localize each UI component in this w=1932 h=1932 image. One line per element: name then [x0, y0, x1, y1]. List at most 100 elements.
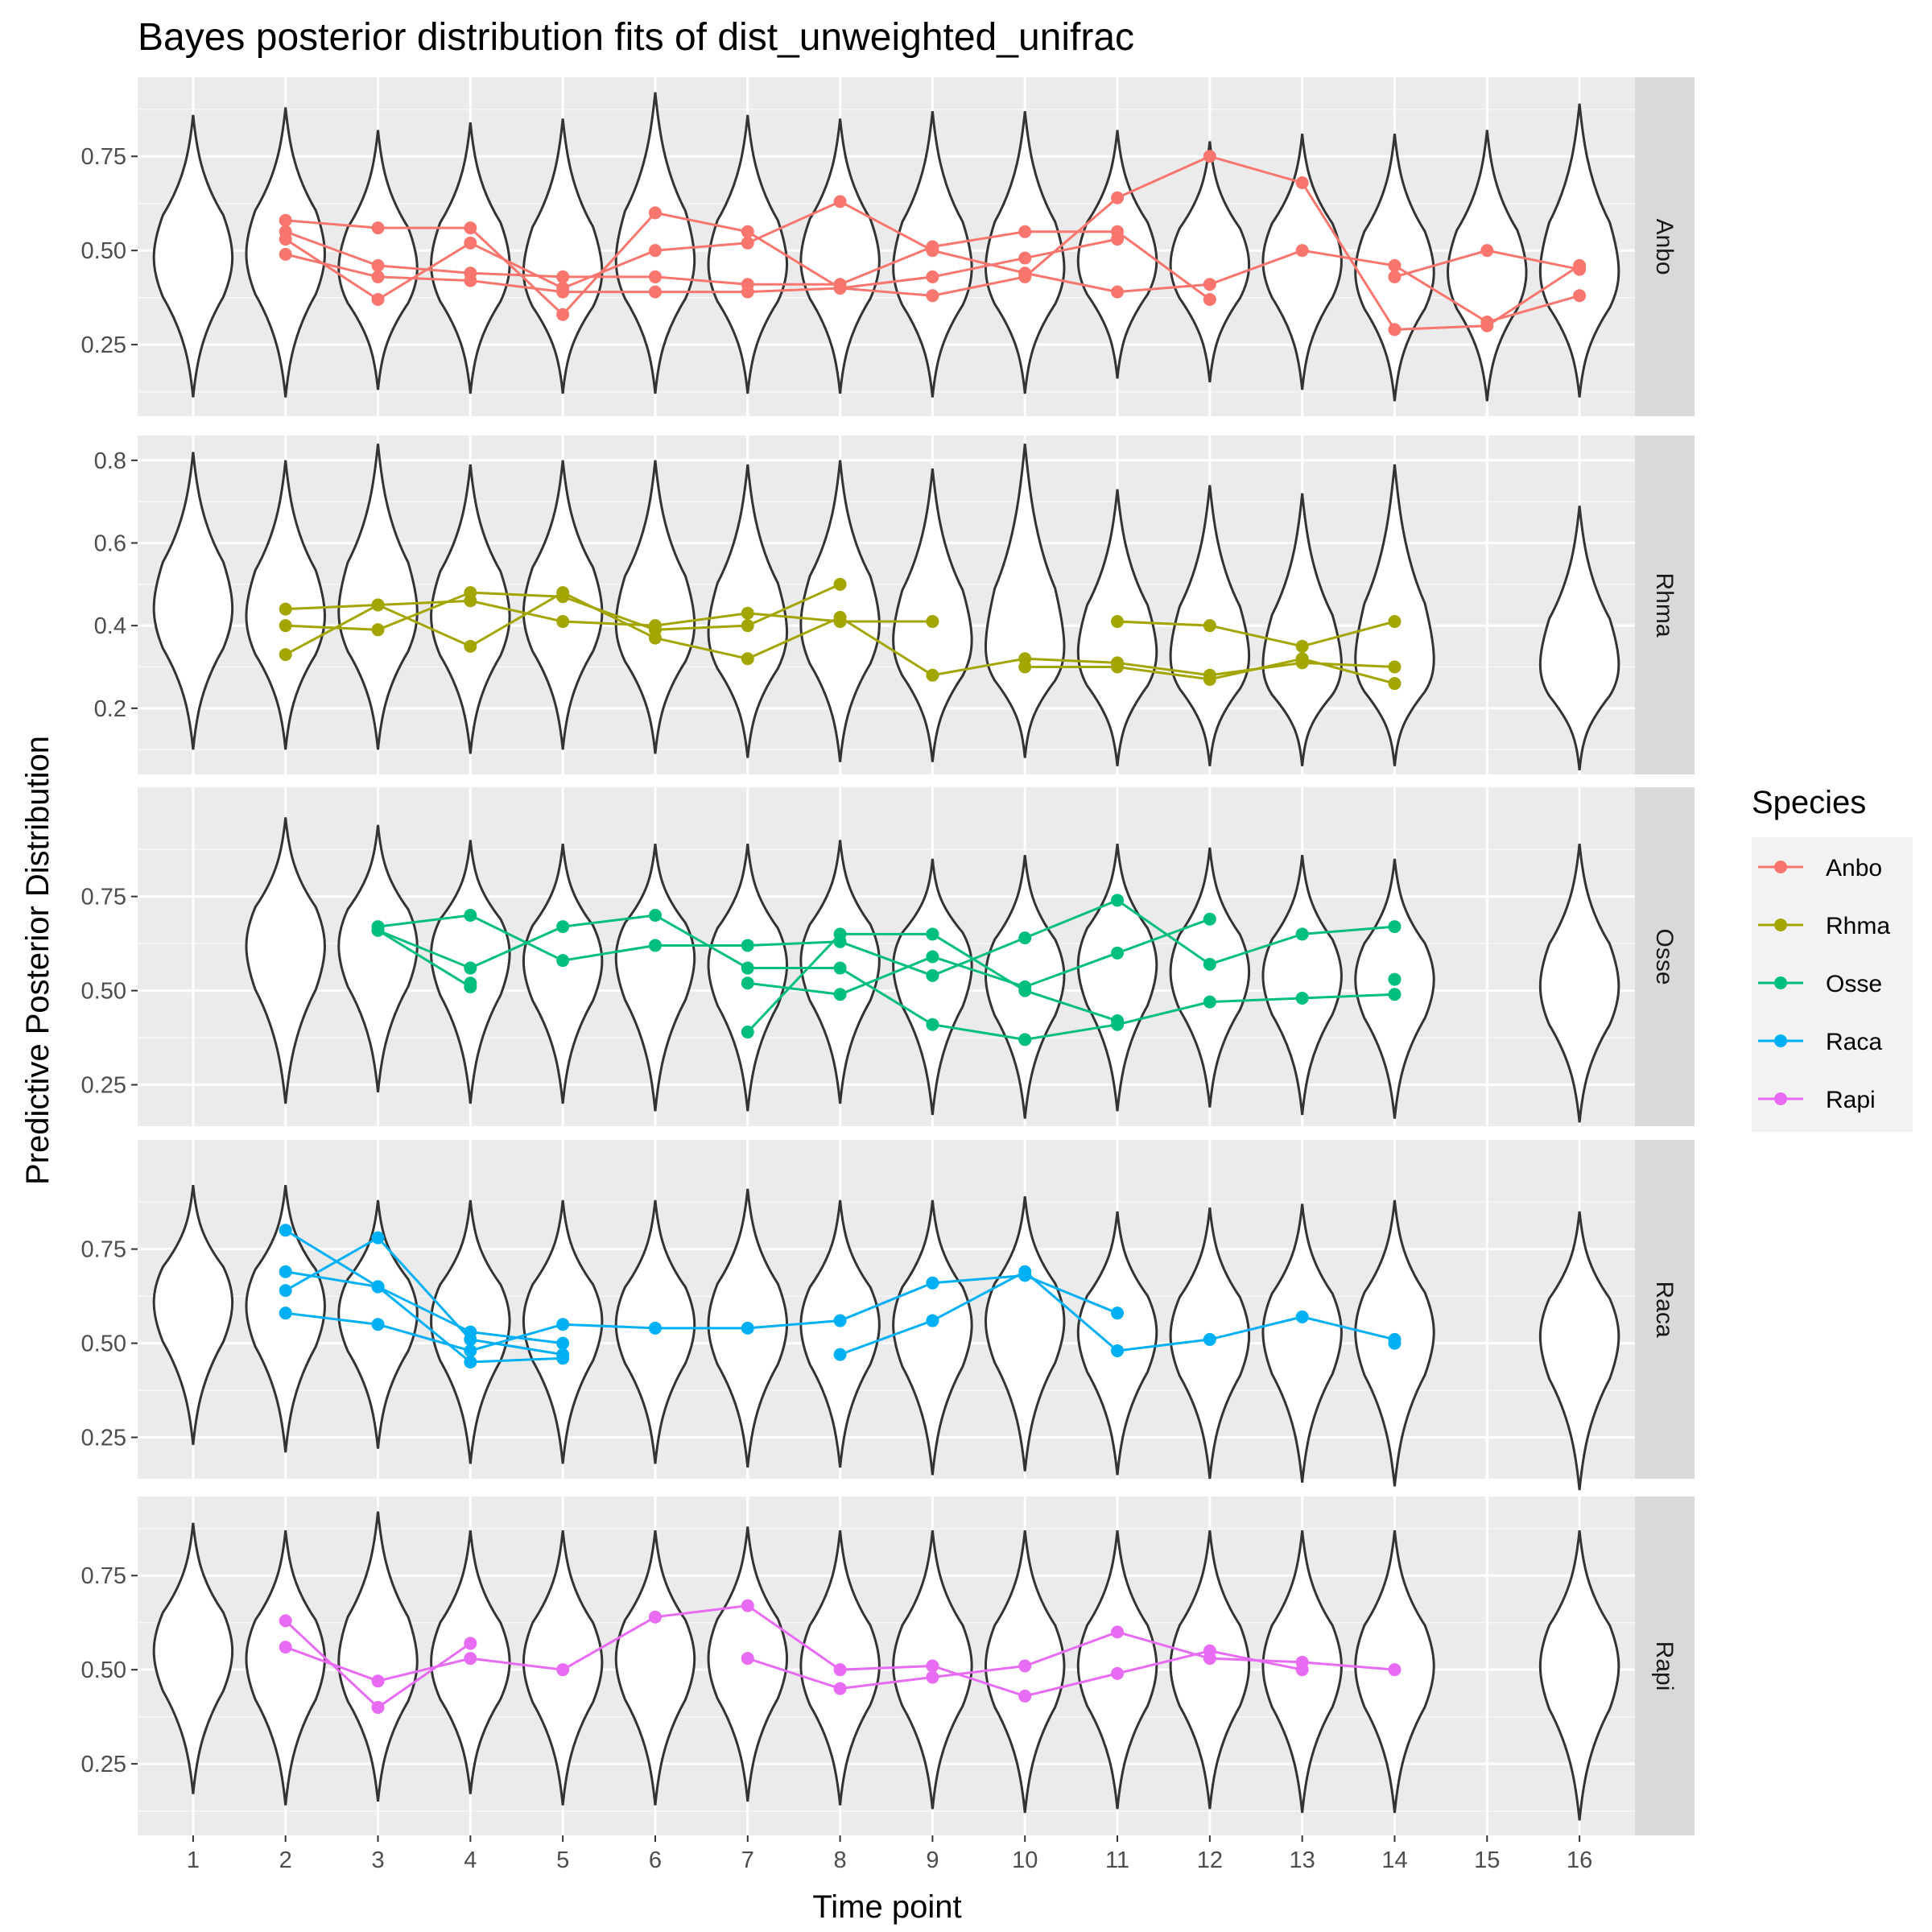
facet-strip — [1635, 1496, 1695, 1835]
data-point-rapi — [741, 1652, 754, 1666]
data-point-osse — [1111, 894, 1125, 907]
data-point-osse — [1388, 988, 1402, 1001]
series-line-raca-1 — [284, 1228, 564, 1364]
legend: Species Anbo Rhma Osse Raca Rapi — [1752, 785, 1913, 1132]
legend-label-rapi: Rapi — [1826, 1087, 1876, 1113]
legend-label-osse: Osse — [1826, 971, 1882, 997]
legend-key-point — [1774, 861, 1787, 873]
x-tick-label: 13 — [1290, 1847, 1315, 1873]
data-point-rhma — [648, 631, 662, 645]
y-tick-label: 0.50 — [81, 979, 126, 1005]
data-point-raca — [833, 1348, 847, 1361]
data-point-anbo — [1573, 289, 1587, 303]
data-point-anbo — [279, 247, 292, 261]
y-tick-label: 0.25 — [81, 1752, 126, 1777]
data-point-raca — [371, 1280, 385, 1294]
x-tick-label: 8 — [834, 1847, 847, 1873]
data-point-rhma — [371, 598, 385, 612]
legend-label-raca: Raca — [1826, 1029, 1882, 1055]
panel-raca: 0.25 0.50 0.75 Raca — [81, 1140, 1695, 1491]
x-tick-label: 12 — [1197, 1847, 1223, 1873]
data-point-rhma — [1203, 619, 1216, 633]
data-point-rhma — [279, 648, 292, 662]
series-line-rapi-2 — [285, 1604, 1302, 1698]
data-point-osse — [926, 950, 939, 964]
x-tick-label: 11 — [1105, 1847, 1129, 1873]
data-point-rhma — [741, 606, 754, 620]
violin-timepoint-2 — [245, 817, 326, 1104]
data-point-anbo — [1018, 251, 1032, 265]
violin-timepoint-9 — [892, 858, 973, 1116]
x-tick-label: 3 — [371, 1847, 384, 1873]
data-point-rhma — [279, 619, 292, 633]
data-point-raca — [926, 1314, 939, 1327]
x-tick-label: 10 — [1012, 1847, 1038, 1873]
data-point-rhma — [1111, 660, 1125, 674]
x-tick-label: 2 — [279, 1847, 292, 1873]
data-point-osse — [1203, 995, 1216, 1009]
violin-timepoint-12 — [1169, 1530, 1251, 1810]
data-point-raca — [1018, 1265, 1032, 1278]
data-point-rhma — [926, 615, 939, 629]
legend-key-point — [1774, 919, 1787, 931]
data-point-anbo — [1388, 323, 1402, 336]
violin-timepoint-1 — [152, 114, 234, 398]
data-point-anbo — [464, 236, 477, 250]
data-point-rapi — [279, 1641, 292, 1654]
y-tick-label: 0.50 — [81, 1657, 126, 1683]
y-tick-label: 0.4 — [94, 613, 126, 639]
data-point-rhma — [1388, 660, 1402, 674]
data-point-rapi — [926, 1659, 939, 1673]
data-point-anbo — [279, 213, 292, 227]
series-line-raca-3 — [284, 1236, 564, 1356]
violin-timepoint-7 — [707, 114, 788, 394]
data-point-rapi — [1111, 1625, 1125, 1639]
y-tick-label: 0.25 — [81, 332, 126, 358]
data-point-rhma — [279, 602, 292, 616]
violin-timepoint-12 — [1169, 847, 1251, 1108]
violin-timepoint-13 — [1261, 1203, 1343, 1483]
data-point-osse — [1203, 957, 1216, 971]
data-point-rhma — [926, 668, 939, 682]
data-point-anbo — [1388, 270, 1402, 283]
data-point-rapi — [741, 1599, 754, 1612]
data-point-rapi — [1018, 1689, 1032, 1703]
violin-timepoint-3 — [337, 824, 419, 1093]
data-point-raca — [279, 1284, 292, 1298]
data-point-anbo — [1480, 316, 1494, 329]
data-point-anbo — [1203, 278, 1216, 291]
violin-timepoint-1 — [152, 452, 234, 750]
data-point-osse — [556, 954, 570, 968]
x-tick-label: 5 — [556, 1847, 569, 1873]
series-line-osse-5 — [747, 918, 1211, 996]
violin-timepoint-8 — [799, 1199, 881, 1468]
violin-timepoint-5 — [522, 118, 604, 394]
data-point-osse — [1111, 946, 1125, 960]
violin-timepoint-16 — [1538, 103, 1620, 398]
data-point-rhma — [556, 615, 570, 629]
data-point-anbo — [1111, 233, 1125, 246]
facet-strip — [1635, 787, 1695, 1126]
data-point-anbo — [648, 244, 662, 258]
data-point-anbo — [926, 244, 939, 258]
data-point-osse — [833, 988, 847, 1001]
legend-key-point — [1774, 1092, 1787, 1105]
data-point-osse — [741, 961, 754, 975]
data-point-osse — [926, 1018, 939, 1031]
data-point-raca — [648, 1321, 662, 1335]
facet-strip — [1635, 436, 1695, 774]
series-line-rhma-1 — [285, 599, 933, 627]
data-point-osse — [464, 961, 477, 975]
violin-timepoint-3 — [337, 1511, 419, 1802]
facet-strip-label: Anbo — [1651, 218, 1678, 275]
legend-label-rhma: Rhma — [1826, 913, 1890, 939]
series-line-anbo-4 — [285, 237, 1118, 294]
violin-timepoint-5 — [522, 844, 604, 1104]
data-point-osse — [464, 909, 477, 923]
data-point-raca — [371, 1231, 385, 1245]
x-tick-label: 7 — [741, 1847, 754, 1873]
data-point-osse — [833, 961, 847, 975]
data-point-rhma — [833, 577, 847, 591]
data-point-anbo — [556, 270, 570, 283]
data-point-anbo — [1295, 175, 1309, 189]
